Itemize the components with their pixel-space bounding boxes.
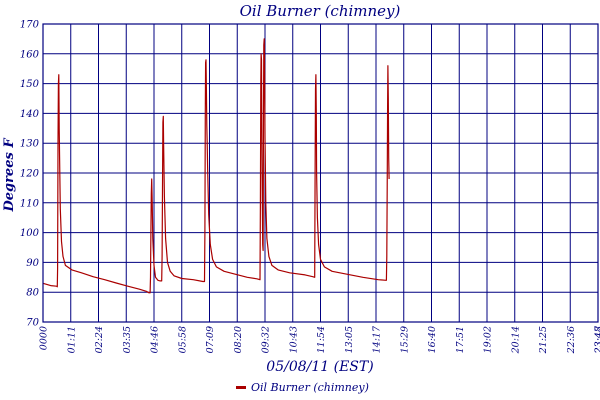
- legend: Oil Burner (chimney): [236, 381, 369, 394]
- series-lines: [42, 38, 390, 294]
- x-tick-label: 20:14: [510, 326, 521, 354]
- x-tick-label: 08:20: [233, 326, 244, 353]
- x-tick-label: 10:43: [288, 326, 299, 353]
- x-tick-label: 01:11: [66, 326, 77, 353]
- y-tick-label: 150: [20, 79, 40, 90]
- y-tick-label: 110: [20, 198, 40, 209]
- x-tick-label: 14:17: [372, 325, 383, 353]
- legend-label: Oil Burner (chimney): [251, 381, 369, 394]
- grid-lines: [43, 23, 598, 323]
- x-tick-label: 19:02: [483, 326, 494, 353]
- y-tick-label: 100: [20, 228, 40, 239]
- x-tick-label: 16:40: [427, 326, 438, 353]
- x-tick-label: 04:46: [150, 326, 161, 353]
- series-line: [42, 38, 390, 294]
- y-tick-label: 140: [20, 109, 40, 120]
- plot-frame: [42, 23, 599, 323]
- y-tick-label: 90: [26, 258, 39, 269]
- legend-swatch: [236, 386, 246, 389]
- y-tick-label: 120: [20, 169, 40, 180]
- x-tick-label: 07:09: [205, 326, 216, 353]
- x-tick-label: 13:05: [344, 326, 355, 353]
- y-axis-label: Degrees F: [2, 138, 17, 213]
- x-tick-label: 11:54: [316, 326, 327, 353]
- x-tick-label: 0000: [39, 326, 50, 350]
- y-tick-label: 170: [20, 20, 40, 31]
- x-tick-label: 05:58: [177, 326, 188, 353]
- y-tick-label: 160: [20, 49, 40, 60]
- x-tick-label: 03:35: [122, 326, 133, 353]
- plot-border: [42, 23, 599, 323]
- x-tick-label: 02:24: [94, 326, 105, 353]
- x-tick-label: 23:47: [594, 325, 600, 354]
- x-tick-label: 15:29: [399, 326, 410, 353]
- x-tick-label: 09:32: [261, 326, 272, 353]
- chart-title: Oil Burner (chimney): [240, 2, 401, 20]
- y-tick-label: 80: [26, 288, 39, 299]
- x-tick-label: 23:48: [594, 326, 600, 354]
- y-tick-labels: 70 80 90 100 110 120 130 140 150 160 170: [20, 20, 40, 329]
- y-tick-label: 70: [26, 318, 39, 329]
- x-axis-label: 05/08/11 (EST): [266, 359, 373, 375]
- x-tick-label: 21:25: [538, 326, 549, 354]
- y-tick-label: 130: [20, 139, 40, 150]
- x-tick-label: 17:51: [455, 326, 466, 353]
- x-tick-labels: 0000 01:11 02:24 03:35 04:46 05:58 07:09 08:20 0…: [39, 325, 600, 354]
- x-tick-label: 22:36: [566, 326, 577, 354]
